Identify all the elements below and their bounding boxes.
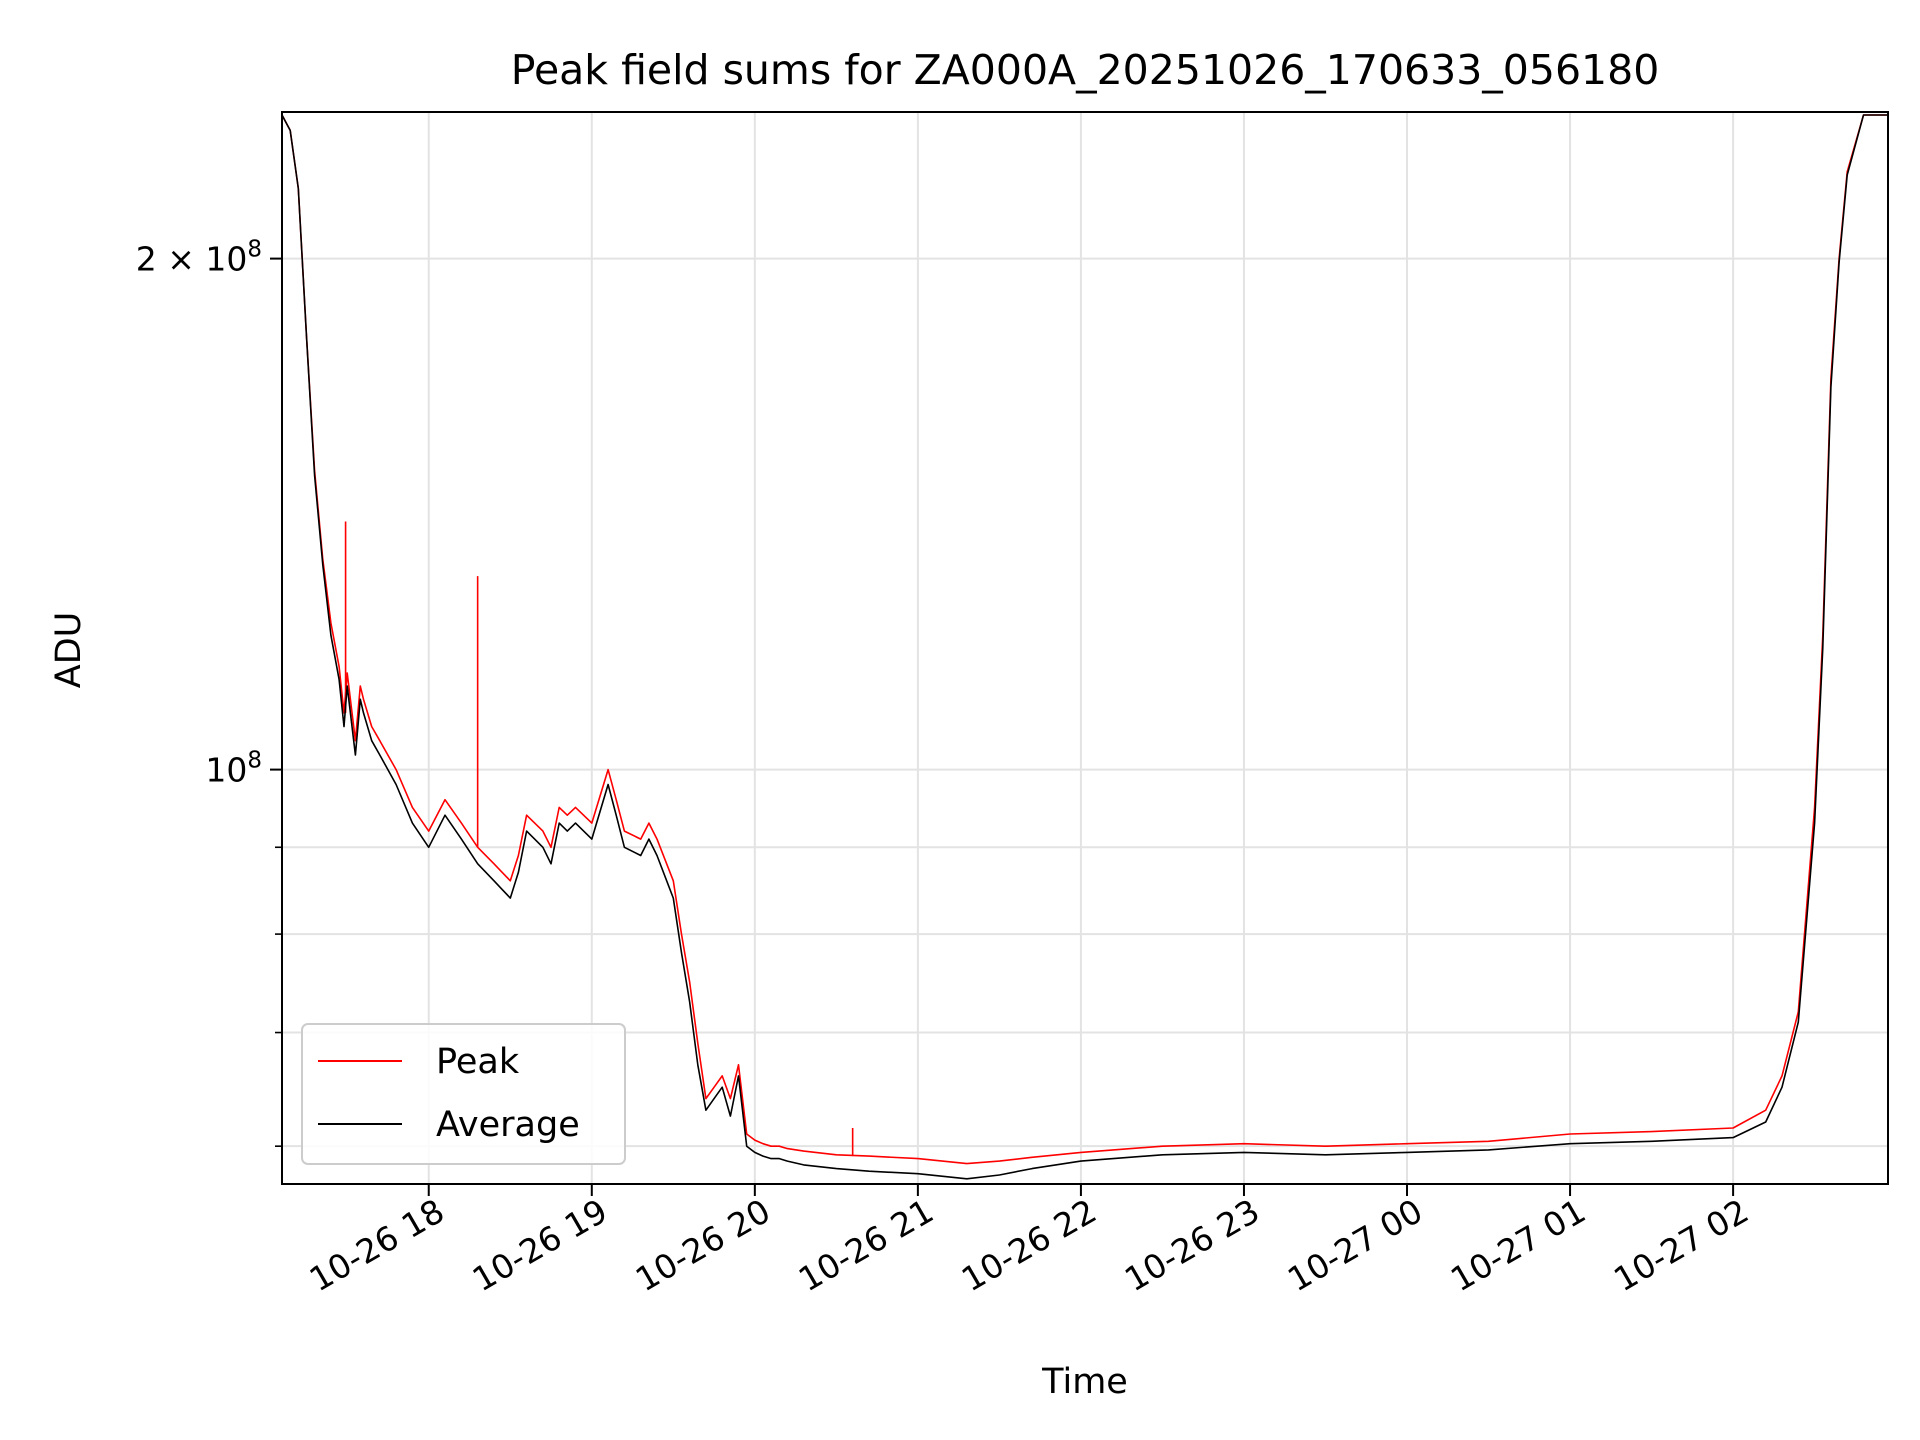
series-line-peak	[282, 114, 1888, 1165]
y-tick-label: 2 × 108	[136, 237, 262, 279]
chart-title: Peak field sums for ZA000A_20251026_1706…	[511, 46, 1660, 94]
y-axis-label: ADU	[49, 612, 89, 689]
x-axis-label: Time	[1041, 1362, 1128, 1402]
y-tick-label: 108	[205, 748, 262, 790]
plot-frame	[281, 111, 1889, 1185]
legend-average-label: Average	[436, 1105, 580, 1145]
legend-peak-label: Peak	[436, 1042, 520, 1082]
x-gridlines	[427, 112, 1735, 1184]
legend: Peak Average	[301, 1023, 626, 1165]
legend-box	[301, 1023, 626, 1165]
y-axis: 108 2 × 108	[136, 237, 282, 1147]
series-layer	[282, 114, 1888, 1180]
series-line-average	[282, 114, 1888, 1180]
